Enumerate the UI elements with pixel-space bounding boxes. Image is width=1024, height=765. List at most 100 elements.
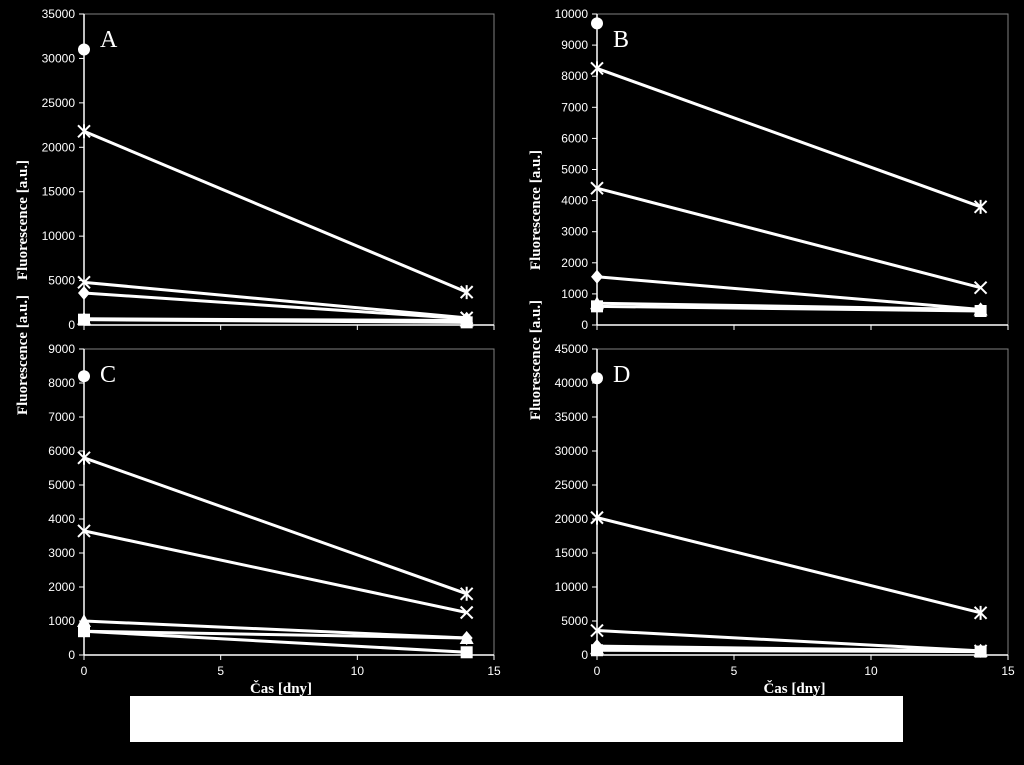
panel-b-series-diamond-line bbox=[596, 275, 981, 311]
panel-c-series-cross-line bbox=[83, 529, 467, 614]
panel-d-ytick-label: 45000 bbox=[555, 342, 589, 356]
panel-c-series-asterisk-line bbox=[83, 456, 468, 596]
panel-b-ytick-label: 10000 bbox=[555, 7, 589, 21]
panel-c-series-square-line bbox=[83, 629, 467, 654]
panel-a-square-point bbox=[460, 316, 473, 329]
caption-bar bbox=[130, 696, 903, 742]
panel-a-ytick-label: 5000 bbox=[48, 274, 75, 288]
panel-b-ytick-label: 3000 bbox=[561, 225, 588, 239]
panel-d-ytick-label: 40000 bbox=[555, 376, 589, 390]
panel-a-ytick-label: 15000 bbox=[42, 185, 76, 199]
panel-b-square-point bbox=[974, 305, 987, 318]
panel-c-asterisk-point bbox=[77, 450, 91, 465]
panel-b-cross-point bbox=[590, 181, 604, 195]
panel-d-series-cross-line bbox=[596, 629, 981, 653]
panel-c-frame bbox=[83, 348, 495, 656]
panel-c-xtick-label: 0 bbox=[81, 664, 88, 678]
panel-c-ylabel: Fluorescence [a.u.] bbox=[15, 295, 31, 415]
panel-d-xtick-label: 0 bbox=[594, 664, 601, 678]
panel-a-ytick-label: 10000 bbox=[42, 229, 76, 243]
panel-b-ytick-label: 7000 bbox=[561, 100, 588, 114]
panel-d-series-asterisk-line bbox=[596, 516, 981, 615]
panel-b-ytick-label: 0 bbox=[581, 318, 588, 332]
panel-b-ylabel: Fluorescence [a.u.] bbox=[528, 150, 544, 270]
panel-d-frame bbox=[596, 348, 1009, 656]
panel-c-letter: C bbox=[100, 362, 116, 388]
panel-d-xtick-label: 15 bbox=[1001, 664, 1015, 678]
panel-c-asterisk-point bbox=[459, 586, 474, 601]
panel-d-xlabel: Čas [dny] bbox=[763, 680, 825, 697]
panel-b-cross-point bbox=[973, 280, 988, 295]
panel-d-square-point bbox=[591, 644, 603, 657]
panel-b-circle-point bbox=[591, 17, 603, 30]
panel-c-ytick-label: 7000 bbox=[48, 410, 75, 424]
panel-d-ylabel: Fluorescence [a.u.] bbox=[528, 300, 544, 420]
panel-c-diamond-point bbox=[460, 631, 473, 645]
panel-a-ytick-label: 35000 bbox=[42, 7, 76, 21]
panel-a-ylabel: Fluorescence [a.u.] bbox=[15, 160, 31, 280]
panel-d-ytick-label: 25000 bbox=[555, 478, 589, 492]
panel-c-ytick-label: 5000 bbox=[48, 478, 75, 492]
panel-c-cross-point bbox=[459, 605, 474, 620]
panel-d-ytick-label: 15000 bbox=[555, 546, 589, 560]
panel-c-ytick-label: 8000 bbox=[48, 376, 75, 390]
panel-b-ytick-label: 9000 bbox=[561, 38, 588, 52]
panel-d-circle-point bbox=[591, 372, 603, 385]
panel-d-asterisk-point bbox=[973, 605, 988, 620]
panel-c-ytick-label: 1000 bbox=[48, 614, 75, 628]
panel-a-cross-point bbox=[77, 275, 91, 290]
panel-a-ytick-label: 0 bbox=[68, 318, 75, 332]
panel-d-ytick-label: 10000 bbox=[555, 580, 589, 594]
panel-d-cross-point bbox=[590, 623, 604, 638]
panel-d-xtick-label: 5 bbox=[731, 664, 738, 678]
panel-b-asterisk-point bbox=[973, 199, 988, 214]
panel-a-asterisk-point bbox=[459, 285, 474, 300]
panel-a-circle-point bbox=[78, 43, 90, 56]
panel-a-asterisk-point bbox=[77, 124, 91, 139]
panel-b-asterisk-point bbox=[590, 61, 604, 76]
panel-d-ytick-label: 30000 bbox=[555, 444, 589, 458]
panel-c-xtick-label: 10 bbox=[351, 664, 365, 678]
panel-b-ytick-label: 1000 bbox=[561, 287, 588, 301]
panel-c-ytick-label: 2000 bbox=[48, 580, 75, 594]
panel-b-series-cross-line bbox=[596, 186, 981, 290]
panel-b-diamond-point bbox=[591, 269, 603, 284]
panel-c-circle-point bbox=[78, 370, 90, 383]
panel-b-ytick-label: 4000 bbox=[561, 194, 588, 208]
panel-c-ytick-label: 9000 bbox=[48, 342, 75, 356]
panel-a-series-diamond-line bbox=[83, 291, 467, 321]
panel-d-ytick-label: 20000 bbox=[555, 512, 589, 526]
panel-a-letter: A bbox=[100, 27, 118, 53]
panel-a-ytick-label: 30000 bbox=[42, 51, 76, 65]
panel-c-xtick-label: 5 bbox=[217, 664, 224, 678]
panel-c-ytick-label: 6000 bbox=[48, 444, 75, 458]
panel-d-ytick-label: 0 bbox=[581, 648, 588, 662]
panel-a-ytick-label: 25000 bbox=[42, 96, 76, 110]
panel-d-xtick-label: 10 bbox=[864, 664, 878, 678]
panel-d-square-point bbox=[974, 645, 987, 658]
panel-c-xlabel: Čas [dny] bbox=[250, 680, 312, 697]
panel-a-series-cross-line bbox=[83, 280, 467, 320]
panel-c-series-diamond-line bbox=[83, 629, 467, 640]
panel-b-square-point bbox=[591, 300, 603, 313]
panel-c-triangle-point bbox=[77, 614, 91, 627]
panel-a-ytick-label: 20000 bbox=[42, 140, 76, 154]
panel-c-xtick-label: 15 bbox=[487, 664, 501, 678]
panel-c-square-point bbox=[78, 625, 90, 638]
panel-c-series-triangle-line bbox=[83, 619, 467, 640]
panel-a-diamond-point bbox=[78, 286, 90, 301]
panel-b-series-square-line bbox=[596, 304, 981, 313]
panel-c-ytick-label: 0 bbox=[68, 648, 75, 662]
panel-d-ytick-label: 5000 bbox=[561, 614, 588, 628]
panel-a-series-asterisk-line bbox=[83, 129, 468, 294]
panel-b-ytick-label: 8000 bbox=[561, 69, 588, 83]
panel-d-letter: D bbox=[613, 362, 630, 388]
panel-b-series-asterisk-line bbox=[596, 67, 982, 209]
panel-b-ytick-label: 5000 bbox=[561, 163, 588, 177]
panel-b-ytick-label: 2000 bbox=[561, 256, 588, 270]
panel-b-series-triangle-line bbox=[596, 301, 981, 311]
panel-d-ytick-label: 35000 bbox=[555, 410, 589, 424]
panel-c-ytick-label: 3000 bbox=[48, 546, 75, 560]
panel-d-series-square-line bbox=[596, 648, 981, 654]
